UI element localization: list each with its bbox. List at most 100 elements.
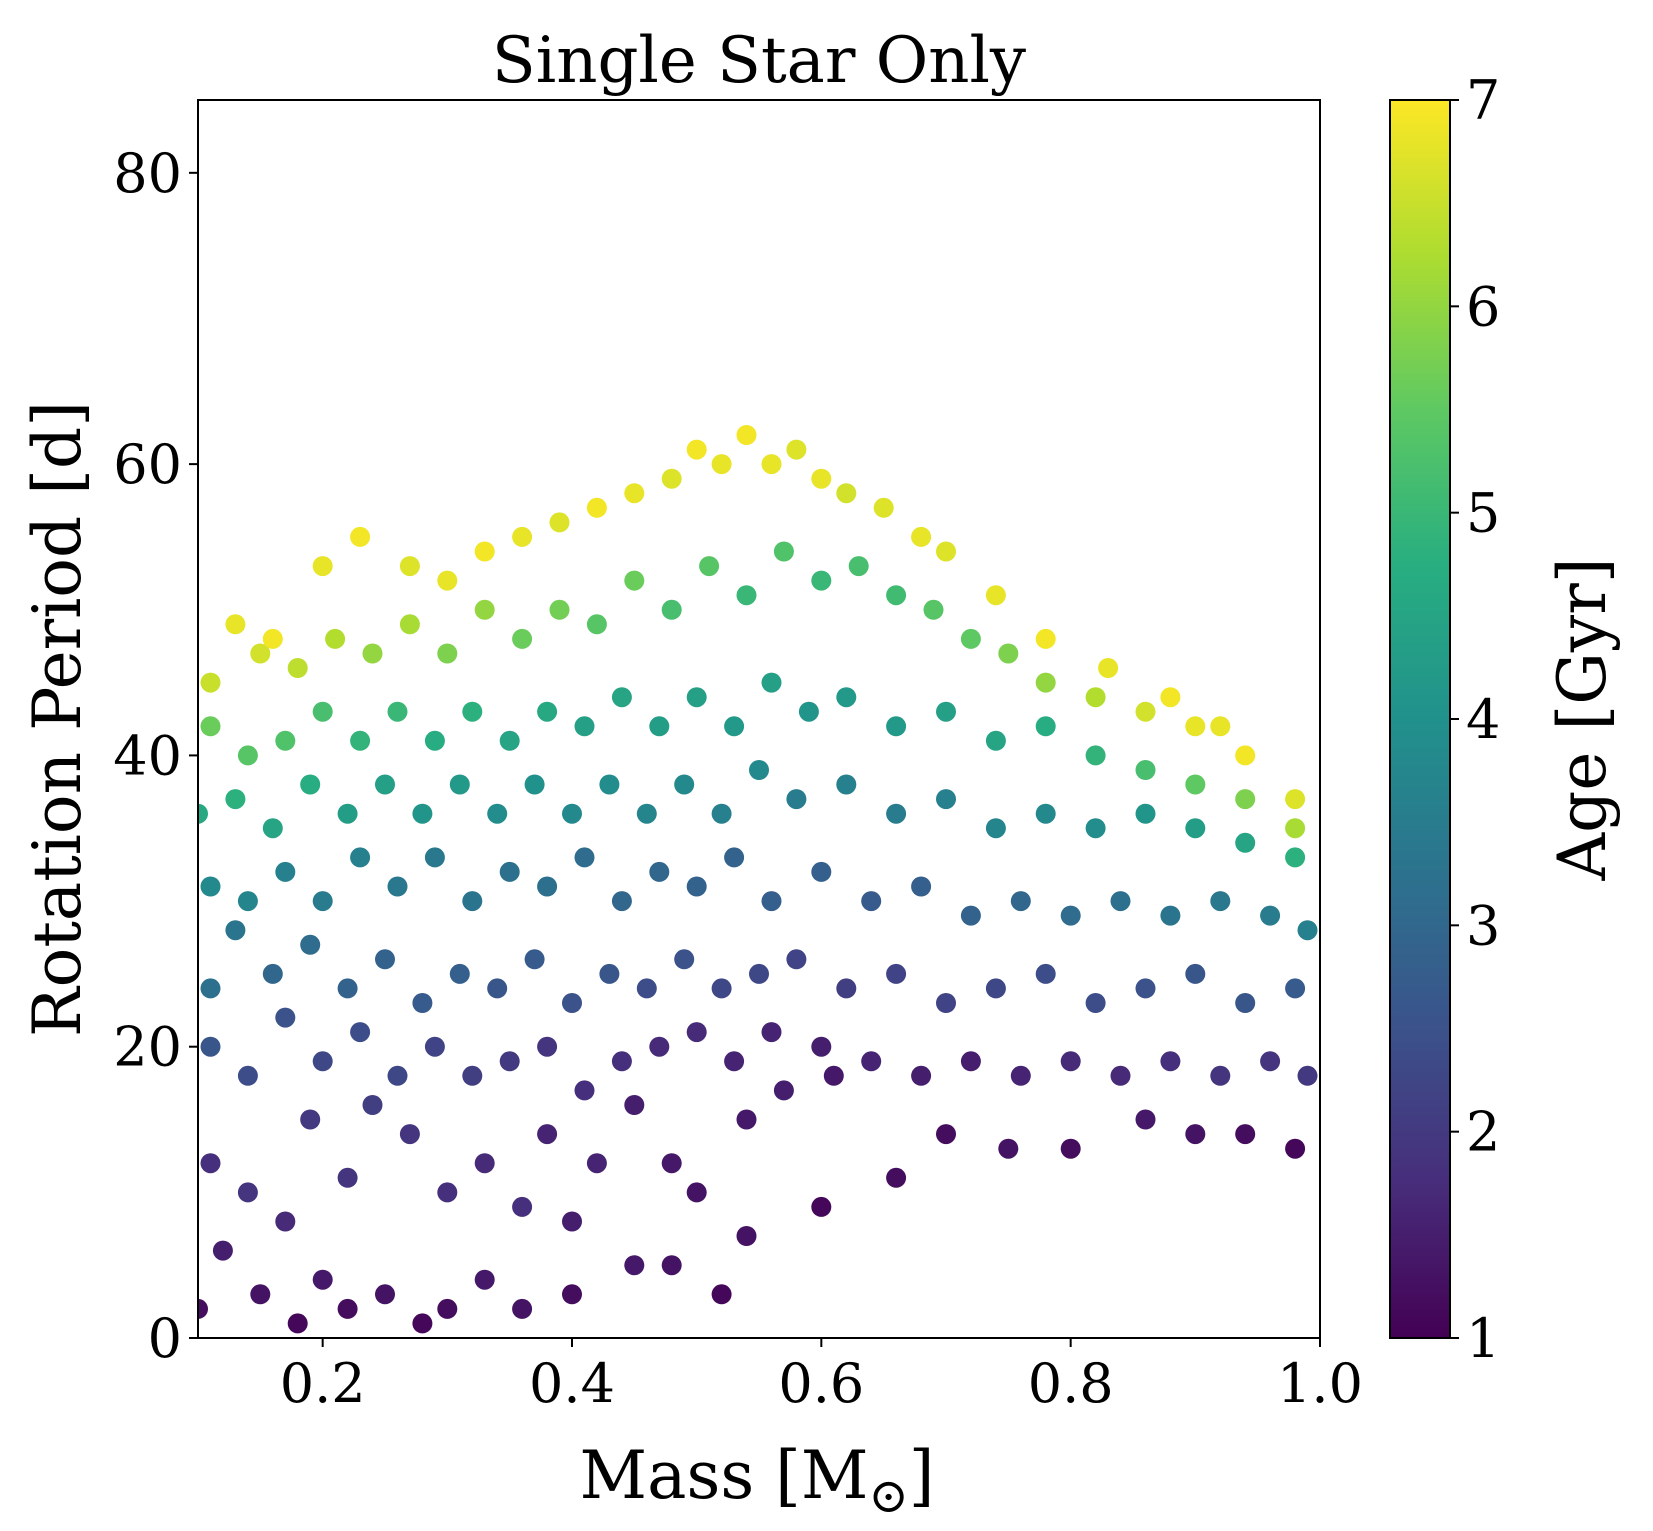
x-tick-label: 0.8: [1028, 1352, 1114, 1415]
scatter-point: [1110, 1065, 1131, 1086]
scatter-point: [686, 1022, 707, 1043]
scatter-point: [287, 658, 308, 678]
scatter-point: [1185, 774, 1206, 795]
scatter-point: [636, 803, 657, 824]
scatter-point: [362, 643, 383, 664]
scatter-point: [512, 1298, 533, 1319]
scatter-point: [300, 1109, 321, 1130]
scatter-point: [237, 745, 258, 766]
scatter-point: [1297, 1065, 1318, 1086]
scatter-point: [1135, 701, 1156, 722]
scatter-point: [1160, 905, 1181, 926]
scatter-point: [736, 425, 757, 445]
y-axis-ticks: 0 20 40 60 80: [113, 142, 198, 1370]
scatter-point: [836, 687, 857, 708]
scatter-point: [586, 497, 607, 518]
scatter-point: [537, 1124, 558, 1145]
scatter-point: [499, 861, 520, 882]
scatter-point: [611, 687, 632, 708]
scatter-point: [337, 978, 358, 999]
y-tick-label: 60: [113, 433, 182, 496]
scatter-point: [312, 891, 333, 912]
scatter-point: [936, 789, 956, 810]
scatter-point: [1035, 803, 1056, 824]
scatter-point: [773, 541, 794, 562]
scatter-point: [562, 993, 582, 1013]
scatter-point: [200, 876, 221, 897]
scatter-point: [724, 847, 745, 868]
scatter-point: [960, 905, 981, 926]
scatter-point: [1098, 658, 1119, 678]
scatter-point: [1210, 1065, 1231, 1086]
scatter-point: [1035, 672, 1056, 693]
colorbar-tick-label: 4: [1466, 688, 1500, 751]
scatter-point: [449, 774, 470, 795]
scatter-point: [487, 803, 508, 824]
scatter-point: [212, 1240, 233, 1261]
scatter-point: [198, 1298, 208, 1319]
scatter-point: [399, 1124, 420, 1145]
scatter-point: [861, 1051, 882, 1072]
scatter-point: [674, 949, 695, 970]
scatter-point: [1035, 963, 1056, 984]
scatter-point: [1285, 818, 1306, 839]
y-tick-label: 40: [113, 724, 182, 787]
scatter-point: [936, 993, 956, 1013]
scatter-point: [262, 628, 283, 649]
scatter-point: [562, 1284, 582, 1305]
scatter-point: [711, 1284, 732, 1305]
scatter-point: [250, 643, 271, 664]
scatter-point: [337, 1167, 358, 1188]
scatter-point: [798, 701, 819, 722]
plot-frame: [197, 99, 1321, 1339]
scatter-point: [1260, 1051, 1281, 1072]
scatter-point: [574, 716, 595, 737]
scatter-point: [437, 1298, 458, 1319]
scatter-point: [773, 1080, 794, 1101]
scatter-point: [1285, 1138, 1306, 1159]
scatter-point: [1010, 1065, 1031, 1086]
scatter-point: [985, 818, 1006, 839]
scatter-point: [337, 803, 358, 824]
scatter-point: [1135, 803, 1156, 824]
scatter-point: [886, 716, 907, 737]
scatter-point: [985, 585, 1006, 606]
scatter-point: [237, 891, 258, 912]
scatter-point: [711, 454, 732, 475]
scatter-point: [399, 556, 420, 577]
scatter-point: [836, 978, 857, 999]
scatter-point: [375, 774, 395, 795]
scatter-point: [1135, 978, 1156, 999]
scatter-point: [1285, 789, 1306, 810]
scatter-point: [312, 1051, 333, 1072]
scatter-point: [437, 570, 458, 591]
scatter-point: [1085, 745, 1106, 766]
scatter-point: [624, 1255, 645, 1276]
scatter-point: [574, 847, 595, 868]
colorbar-tick-label: 6: [1466, 275, 1500, 338]
scatter-point: [998, 643, 1019, 664]
scatter-point: [499, 730, 520, 751]
scatter-point: [985, 730, 1006, 751]
scatter-point: [699, 556, 720, 577]
scatter-point: [275, 730, 296, 751]
scatter-point: [449, 963, 470, 984]
scatter-point: [225, 789, 246, 810]
scatter-point: [911, 876, 932, 897]
scatter-point: [1210, 716, 1231, 737]
scatter-point: [736, 1109, 757, 1130]
scatter-point: [811, 1196, 832, 1217]
scatter-point: [225, 614, 246, 635]
scatter-point: [1135, 1109, 1156, 1130]
scatter-point: [1110, 891, 1131, 912]
scatter-point: [312, 1269, 333, 1290]
scatter-point: [861, 891, 882, 912]
scatter-point: [350, 847, 371, 868]
scatter-point: [686, 687, 707, 708]
scatter-point: [1260, 905, 1281, 926]
x-tick-label: 0.6: [778, 1352, 864, 1415]
scatter-point: [1235, 993, 1256, 1013]
scatter-point: [250, 1284, 271, 1305]
scatter-point: [886, 803, 907, 824]
scatter-point: [749, 760, 769, 780]
